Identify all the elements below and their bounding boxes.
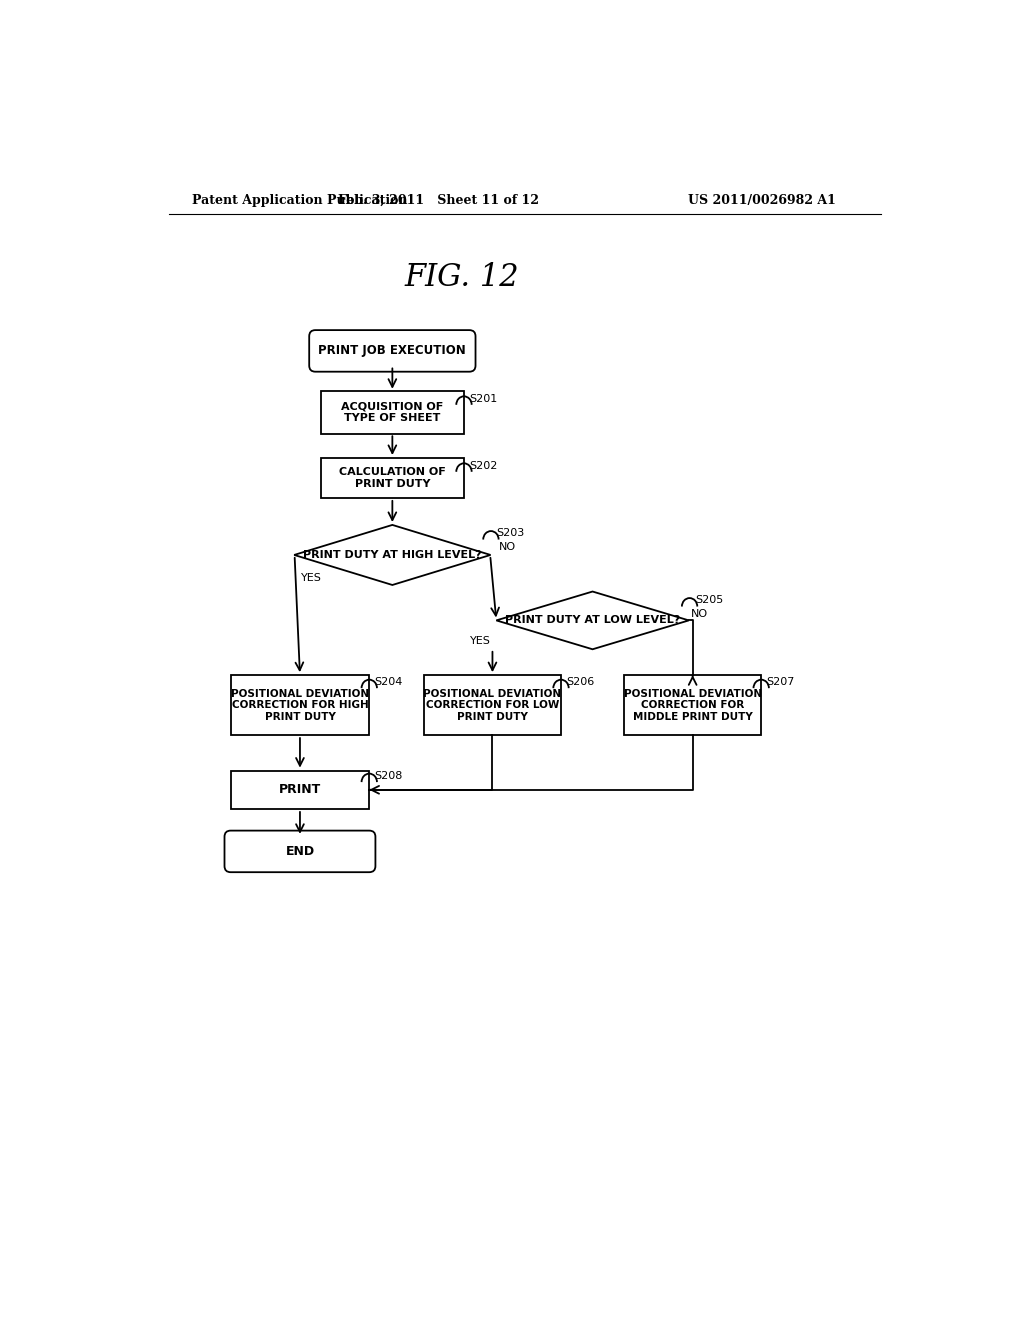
Text: NO: NO	[499, 543, 516, 552]
Text: POSITIONAL DEVIATION
CORRECTION FOR HIGH
PRINT DUTY: POSITIONAL DEVIATION CORRECTION FOR HIGH…	[230, 689, 369, 722]
Text: Feb. 3, 2011   Sheet 11 of 12: Feb. 3, 2011 Sheet 11 of 12	[338, 194, 539, 207]
Text: YES: YES	[301, 573, 322, 583]
Text: YES: YES	[470, 636, 492, 647]
Text: NO: NO	[691, 610, 709, 619]
Bar	[230, 771, 370, 809]
Text: PRINT JOB EXECUTION: PRINT JOB EXECUTION	[318, 345, 466, 358]
Bar	[322, 458, 464, 498]
Polygon shape	[497, 591, 689, 649]
Bar	[230, 675, 370, 735]
Text: S208: S208	[375, 771, 403, 781]
Text: CALCULATION OF
PRINT DUTY: CALCULATION OF PRINT DUTY	[339, 467, 445, 488]
Text: S206: S206	[566, 677, 595, 686]
Bar	[424, 675, 561, 735]
Polygon shape	[294, 525, 490, 585]
Text: S207: S207	[767, 677, 795, 686]
Text: Patent Application Publication: Patent Application Publication	[193, 194, 408, 207]
Text: US 2011/0026982 A1: US 2011/0026982 A1	[688, 194, 836, 207]
Text: PRINT DUTY AT LOW LEVEL?: PRINT DUTY AT LOW LEVEL?	[505, 615, 680, 626]
Text: S205: S205	[695, 595, 723, 606]
Text: S201: S201	[469, 393, 498, 404]
Text: POSITIONAL DEVIATION
CORRECTION FOR LOW
PRINT DUTY: POSITIONAL DEVIATION CORRECTION FOR LOW …	[423, 689, 561, 722]
FancyBboxPatch shape	[309, 330, 475, 372]
Text: FIG. 12: FIG. 12	[404, 263, 519, 293]
Text: ACQUISITION OF
TYPE OF SHEET: ACQUISITION OF TYPE OF SHEET	[341, 401, 443, 424]
FancyBboxPatch shape	[224, 830, 376, 873]
Text: PRINT DUTY AT HIGH LEVEL?: PRINT DUTY AT HIGH LEVEL?	[303, 550, 481, 560]
Text: PRINT: PRINT	[279, 783, 322, 796]
Bar	[322, 391, 464, 434]
Text: S202: S202	[469, 461, 498, 471]
Text: S203: S203	[497, 528, 524, 539]
Text: S204: S204	[375, 677, 403, 686]
Text: POSITIONAL DEVIATION
CORRECTION FOR
MIDDLE PRINT DUTY: POSITIONAL DEVIATION CORRECTION FOR MIDD…	[624, 689, 762, 722]
Bar	[625, 675, 761, 735]
Text: END: END	[286, 845, 314, 858]
